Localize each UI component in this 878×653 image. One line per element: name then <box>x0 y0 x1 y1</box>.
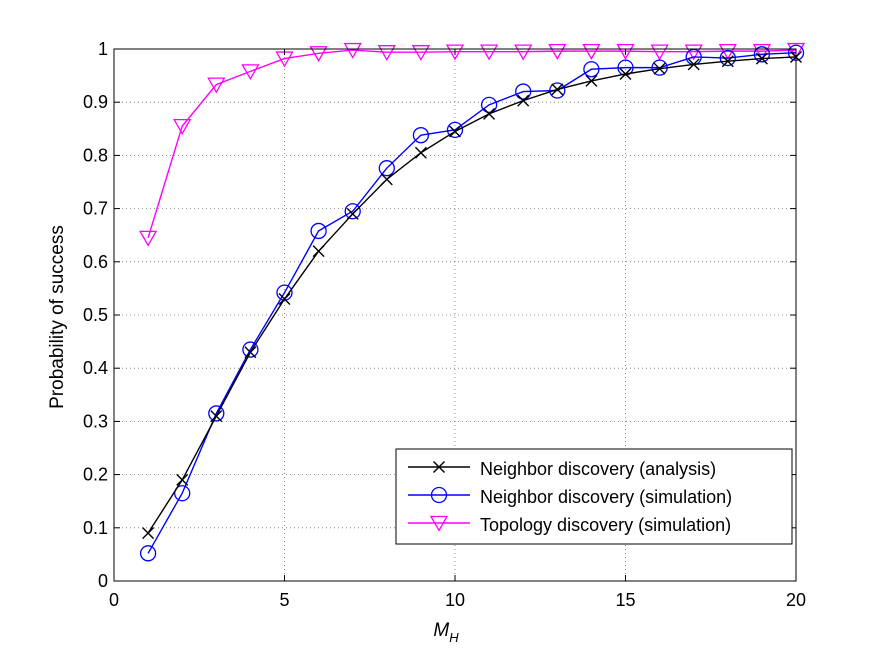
x-marker <box>449 125 461 138</box>
x-marker <box>244 346 257 359</box>
x-tick-label: 10 <box>445 590 465 610</box>
x-tick-label: 0 <box>109 590 119 610</box>
legend-box <box>395 448 793 545</box>
triangle-marker <box>411 45 431 62</box>
circle-marker <box>378 160 395 177</box>
circle-marker <box>753 46 771 63</box>
circle-marker <box>208 405 225 422</box>
y-tick-label: 0.5 <box>83 305 108 325</box>
circle-marker <box>310 222 327 240</box>
x-marker <box>278 293 291 306</box>
series-1 <box>139 44 805 562</box>
x-marker <box>380 173 393 186</box>
triangle-marker <box>616 43 635 60</box>
y-axis-label: Probability of success <box>47 225 68 409</box>
triangle-marker <box>241 64 260 81</box>
circle-marker <box>583 61 600 78</box>
circle-marker <box>515 83 532 100</box>
circle-marker <box>446 121 464 139</box>
x-marker <box>687 58 700 71</box>
x-marker <box>653 62 666 75</box>
x-marker <box>755 52 768 65</box>
triangle-marker <box>479 44 499 61</box>
triangle-marker <box>309 46 328 63</box>
y-tick-label: 1 <box>98 39 108 59</box>
x-marker <box>210 410 223 423</box>
legend-label-topology-simulation: Topology discovery (simulation) <box>480 515 731 535</box>
triangle-marker <box>207 77 226 94</box>
legend-x-marker <box>433 461 445 473</box>
triangle-marker <box>582 43 601 60</box>
y-tick-label: 0.7 <box>83 199 108 219</box>
triangle-marker <box>752 43 772 60</box>
circle-marker <box>480 96 498 114</box>
y-tick-label: 0.1 <box>83 518 108 538</box>
x-tick-label: 20 <box>786 590 806 610</box>
y-tick-label: 0 <box>98 571 108 591</box>
x-marker <box>619 68 632 80</box>
x-tick-label: 15 <box>615 590 635 610</box>
x-tick-label: 5 <box>279 590 289 610</box>
legend-circle-marker <box>430 486 448 504</box>
y-tick-label: 0.9 <box>83 92 108 112</box>
triangle-marker <box>548 43 567 60</box>
x-marker <box>346 207 359 220</box>
circle-marker <box>344 203 361 220</box>
legend-label-analysis: Neighbor discovery (analysis) <box>480 459 716 479</box>
triangle-marker <box>173 118 192 135</box>
circle-marker <box>412 127 430 144</box>
x-marker <box>414 146 427 159</box>
circle-marker <box>549 82 566 99</box>
triangle-marker <box>514 44 533 61</box>
series-line <box>147 52 797 554</box>
series-line <box>147 56 797 534</box>
x-marker <box>551 83 564 96</box>
x-marker <box>517 94 530 107</box>
series-group <box>138 42 806 562</box>
legend-label-neighbor-simulation: Neighbor discovery (simulation) <box>480 487 732 507</box>
circle-marker <box>617 59 634 76</box>
circle-marker <box>139 545 157 562</box>
x-marker <box>142 527 155 540</box>
circle-marker <box>174 485 191 502</box>
triangle-marker <box>445 44 465 61</box>
x-marker <box>721 55 734 68</box>
y-tick-label: 0.8 <box>83 145 108 165</box>
triangle-marker <box>343 42 362 59</box>
triangle-marker <box>650 44 669 61</box>
y-tick-label: 0.3 <box>83 411 108 431</box>
x-marker <box>312 245 325 258</box>
circle-marker <box>242 341 259 358</box>
x-marker <box>585 74 598 87</box>
circle-marker <box>719 49 736 67</box>
x-axis-label: MH <box>433 620 459 645</box>
axis-ticks: 0 5 10 15 20 0 0.1 0.2 0.3 0.4 0.5 0.6 0.7 0.8 0.9 1 <box>83 39 806 610</box>
x-axis-label-subscript: H <box>449 630 459 645</box>
legend: Neighbor discovery (analysis) Neighbor d… <box>395 448 793 545</box>
legend-triangle-marker <box>429 515 449 532</box>
triangle-marker <box>138 230 158 247</box>
y-tick-label: 0.4 <box>83 358 108 378</box>
triangle-marker <box>786 42 806 59</box>
x-marker <box>176 473 189 486</box>
triangle-marker <box>684 44 703 61</box>
legend-samples <box>408 461 470 532</box>
x-axis-label-main: M <box>433 620 449 641</box>
y-tick-label: 0.6 <box>83 252 108 272</box>
series-0 <box>142 50 802 540</box>
y-tick-label: 0.2 <box>83 465 108 485</box>
triangle-marker <box>377 45 396 62</box>
x-marker <box>483 107 496 120</box>
